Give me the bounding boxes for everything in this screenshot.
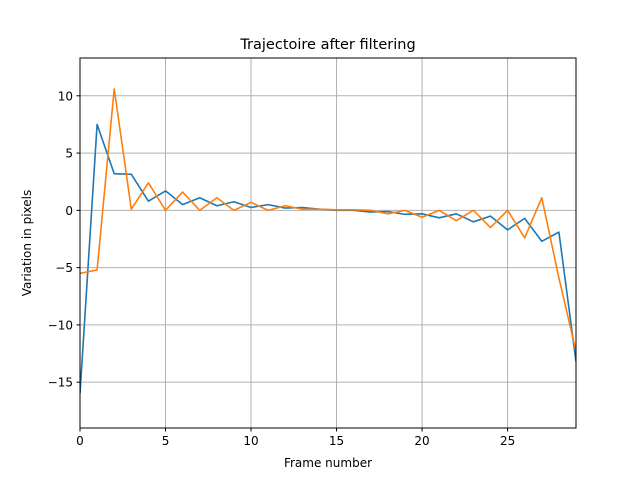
x-tick-label: 20 [414,434,429,448]
chart-title: Trajectoire after filtering [239,37,415,53]
x-tick-label: 25 [500,434,515,448]
y-tick-label: 10 [58,89,73,103]
plot-frame [79,57,577,429]
plot-area [80,58,576,428]
series-line-2 [80,88,576,352]
y-axis-ticks: −15 −10 −5 0 5 10 [48,89,80,390]
y-tick-label: 0 [65,204,73,218]
x-tick-label: 0 [76,434,84,448]
series-group [80,88,576,394]
x-axis-ticks: 0 5 10 15 20 25 [76,428,515,448]
x-tick-label: 5 [162,434,170,448]
y-tick-label: 5 [65,147,73,161]
x-axis-label: Frame number [284,456,372,470]
y-tick-label: −5 [55,261,73,275]
x-tick-label: 15 [329,434,344,448]
y-axis-label: Variation in pixels [20,190,34,296]
y-tick-label: −15 [48,376,73,390]
y-tick-label: −10 [48,318,73,332]
x-tick-label: 10 [243,434,258,448]
